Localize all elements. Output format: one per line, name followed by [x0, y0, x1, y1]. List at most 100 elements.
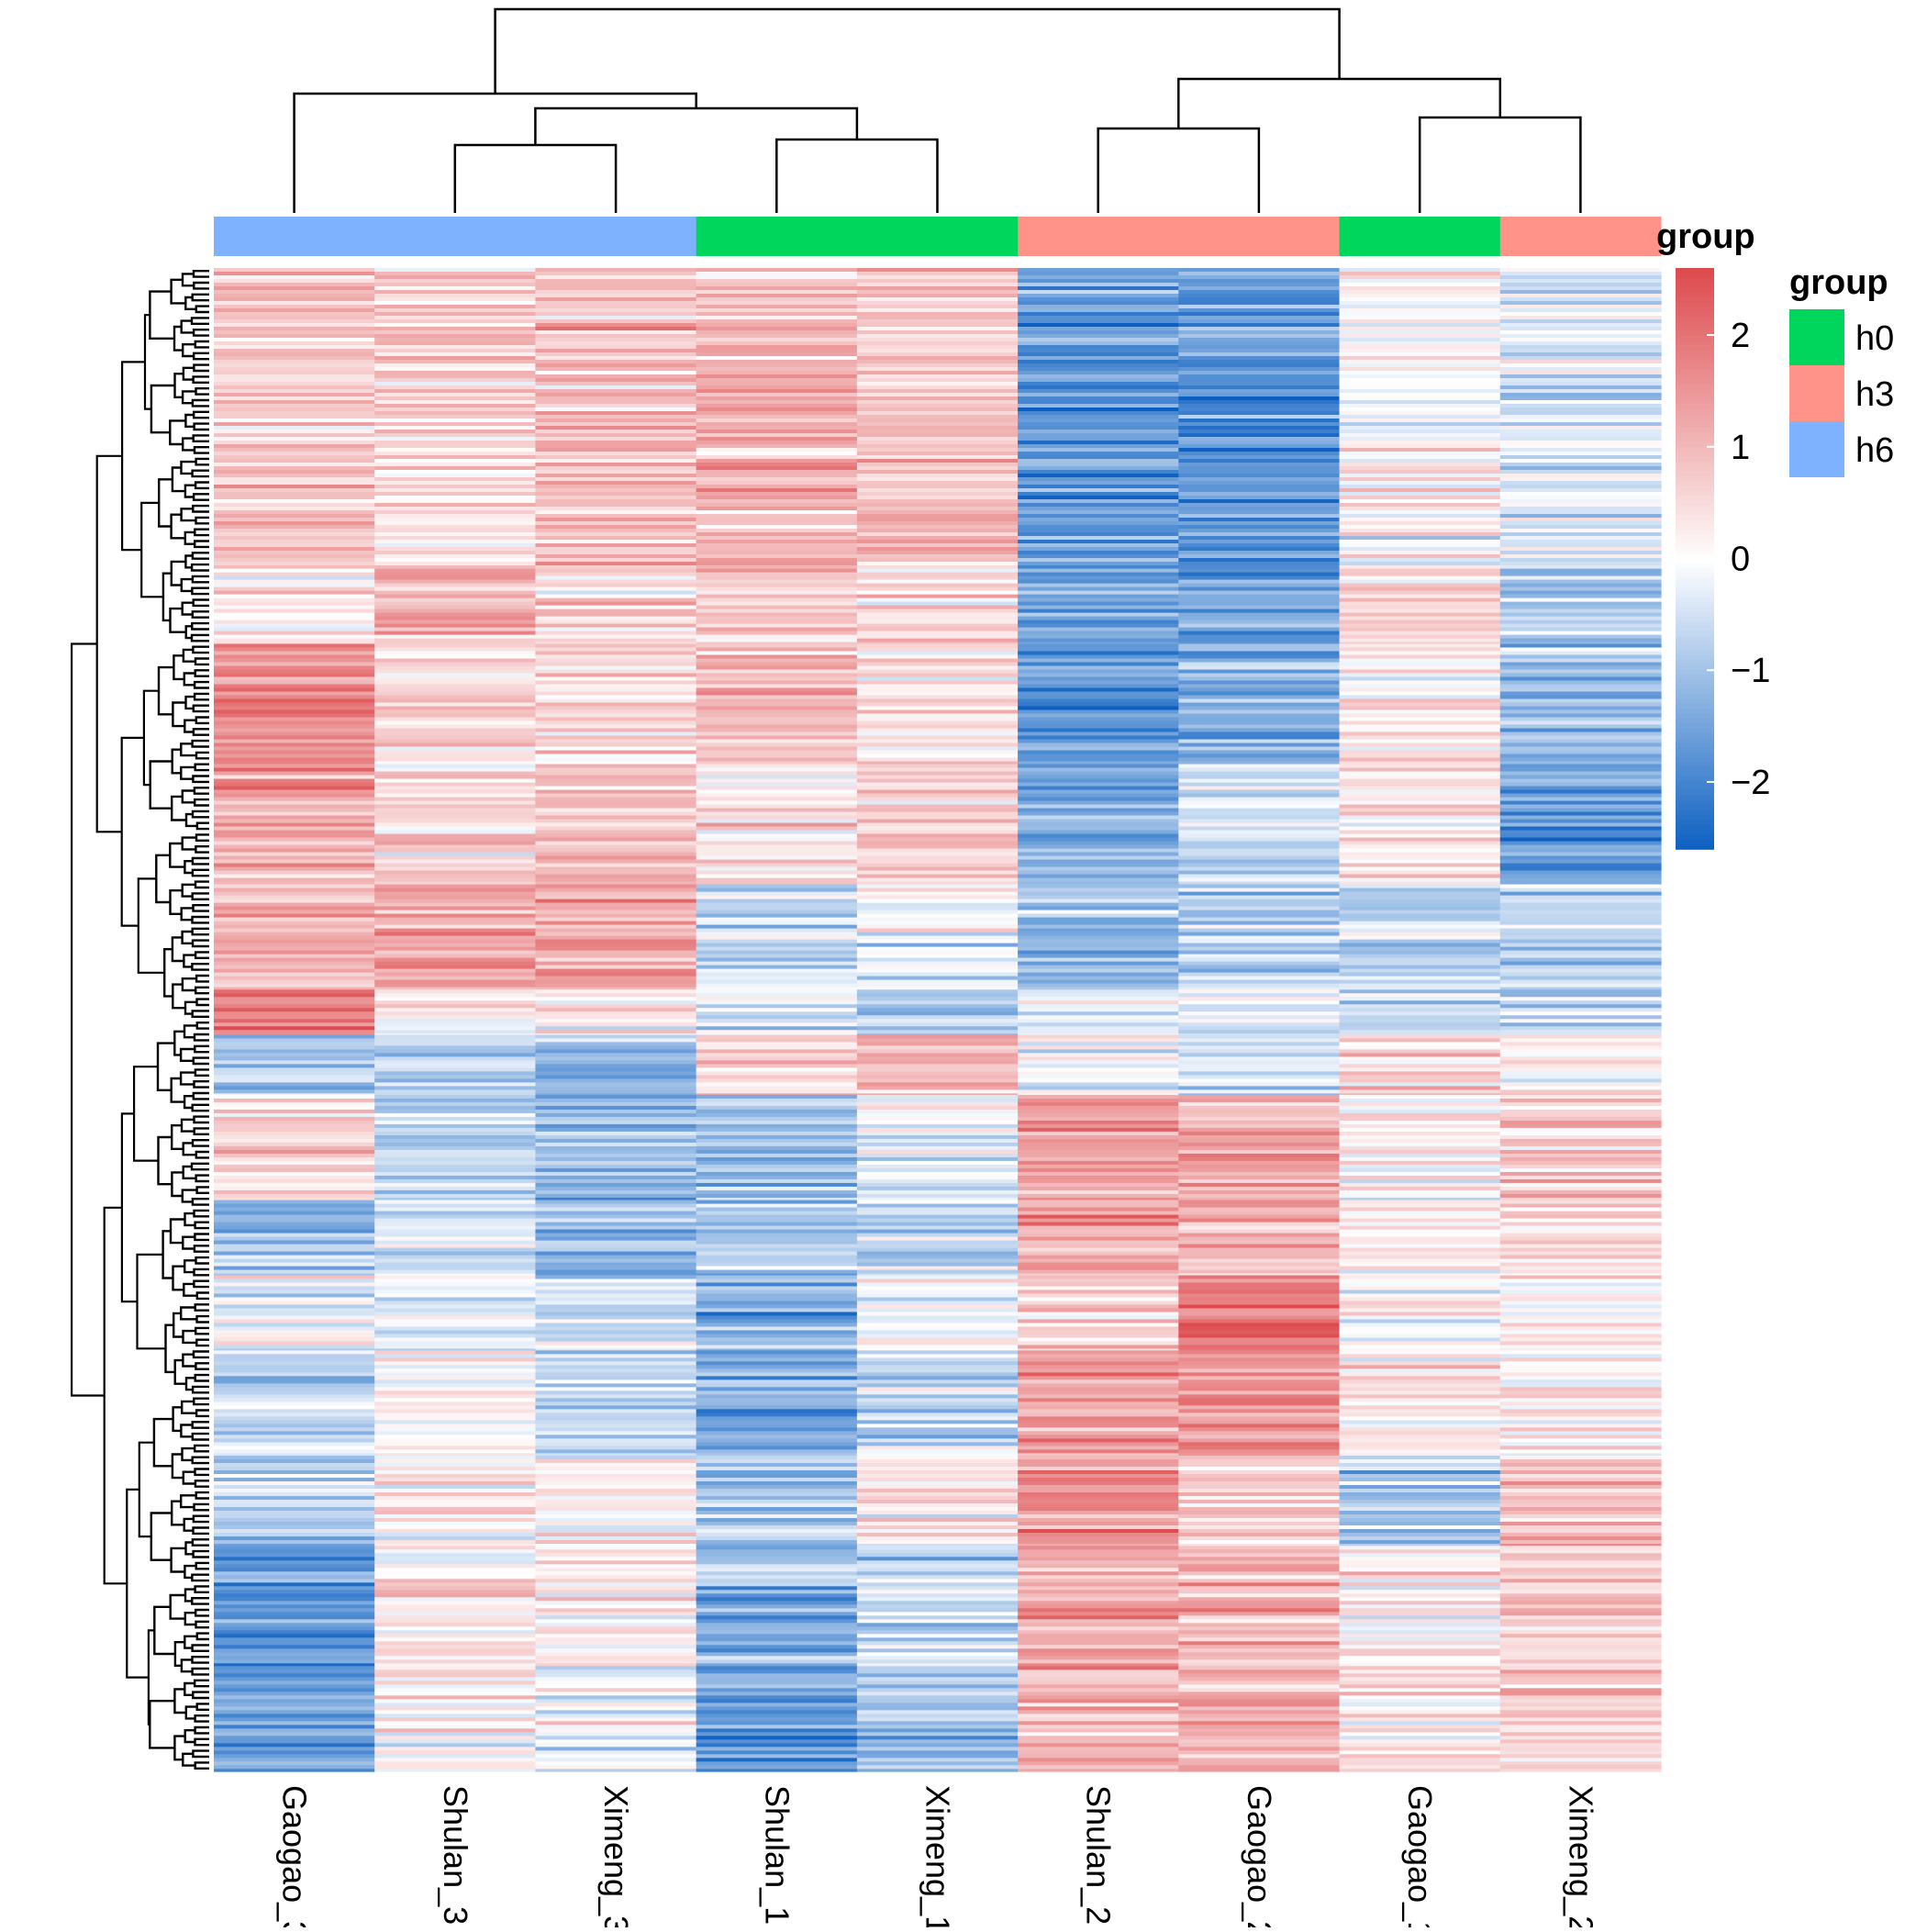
heatmap-cell — [1178, 448, 1341, 452]
heatmap-cell — [1339, 529, 1501, 533]
heatmap-cell — [696, 1112, 858, 1118]
heatmap-cell — [1018, 968, 1179, 974]
heatmap-cell — [1178, 1368, 1341, 1373]
heatmap-cell — [535, 1361, 697, 1366]
heatmap-cell — [535, 536, 697, 541]
heatmap-cell — [214, 1717, 375, 1722]
heatmap-cell — [696, 1030, 858, 1034]
heatmap-cell — [214, 1699, 375, 1703]
heatmap-cell — [214, 463, 375, 467]
heatmap-cell — [535, 393, 697, 397]
heatmap-cell — [374, 1193, 537, 1199]
heatmap-cell — [1339, 1105, 1501, 1111]
heatmap-cell — [696, 1456, 858, 1460]
heatmap-cell — [1499, 1438, 1662, 1443]
heatmap-column-block — [214, 1456, 375, 1547]
heatmap-cell — [1178, 638, 1341, 643]
heatmap-cell — [214, 1659, 375, 1664]
heatmap-cell — [535, 433, 697, 438]
heatmap-cell — [214, 1022, 375, 1027]
heatmap-cell — [1499, 1677, 1662, 1681]
heatmap-cell — [856, 1109, 1019, 1114]
heatmap-cell — [535, 1357, 697, 1362]
heatmap-column-block — [1339, 989, 1501, 1035]
heatmap-cell — [1018, 1456, 1179, 1460]
heatmap-cell — [696, 1645, 858, 1649]
heatmap-cell — [1178, 1211, 1341, 1216]
heatmap-cell — [1178, 374, 1341, 379]
heatmap-cell — [214, 1725, 375, 1729]
heatmap-cell — [1499, 789, 1662, 795]
heatmap-cell — [696, 1376, 858, 1380]
heatmap-cell — [1018, 1688, 1179, 1692]
heatmap-cell — [214, 684, 375, 689]
heatmap-column-block — [1018, 1094, 1179, 1201]
heatmap-cell — [214, 837, 375, 843]
color-scale-segment — [1676, 568, 1714, 575]
heatmap-cell — [535, 1564, 697, 1569]
heatmap-cell — [1499, 1626, 1662, 1631]
heatmap-cell — [374, 928, 537, 933]
heatmap-cell — [374, 1326, 537, 1332]
heatmap-cell — [535, 1601, 697, 1605]
heatmap-cell — [1499, 1345, 1662, 1350]
heatmap-cell — [214, 1123, 375, 1129]
heatmap-cell — [1499, 1376, 1662, 1380]
heatmap-column-block — [1178, 568, 1341, 645]
heatmap-cell — [214, 1507, 375, 1512]
heatmap-cell — [696, 800, 858, 806]
heatmap-cell — [696, 855, 858, 861]
heatmap-cell — [1339, 1365, 1501, 1369]
heatmap-cell — [214, 1033, 375, 1035]
heatmap-cell — [856, 419, 1019, 423]
heatmap-cell — [696, 1525, 858, 1530]
heatmap-cell — [1178, 1156, 1341, 1162]
heatmap-cell — [535, 1568, 697, 1572]
heatmap-cell — [856, 647, 1019, 653]
heatmap-cell — [214, 551, 375, 555]
heatmap-cell — [535, 1200, 697, 1205]
heatmap-cell — [374, 983, 537, 988]
heatmap-cell — [1499, 972, 1662, 977]
heatmap-cell — [696, 316, 858, 320]
heatmap-cell — [214, 455, 375, 460]
heatmap-cell — [1499, 341, 1662, 346]
heatmap-cell — [1178, 367, 1341, 372]
heatmap-cell — [374, 1053, 537, 1057]
color-scale-segment — [1676, 475, 1714, 482]
color-scale-segment — [1676, 641, 1714, 647]
heatmap-cell — [1499, 804, 1662, 810]
heatmap-cell — [214, 1409, 375, 1413]
heatmap-cell — [1339, 1761, 1501, 1766]
heatmap-cell — [214, 334, 375, 339]
heatmap-cell — [856, 1557, 1019, 1561]
heatmap-cell — [214, 669, 375, 675]
color-scale-segment — [1676, 447, 1714, 453]
heatmap-cell — [535, 352, 697, 357]
heatmap-cell — [1339, 1131, 1501, 1136]
heatmap-cell — [856, 301, 1019, 306]
heatmap-cell — [1339, 1149, 1501, 1155]
heatmap-cell — [214, 430, 375, 434]
heatmap-cell — [1339, 1319, 1501, 1324]
heatmap-cell — [1339, 1666, 1501, 1670]
heatmap-cell — [1018, 1500, 1179, 1504]
heatmap-cell — [856, 1427, 1019, 1432]
heatmap-cell — [535, 1123, 697, 1129]
heatmap-cell — [214, 826, 375, 832]
heatmap-cell — [374, 863, 537, 868]
heatmap-cell — [214, 782, 375, 787]
heatmap-cell — [535, 1754, 697, 1759]
heatmap-cell — [374, 385, 537, 390]
heatmap-cell — [535, 1330, 697, 1335]
heatmap-cell — [374, 1297, 537, 1302]
heatmap-cell — [1499, 899, 1662, 904]
heatmap-cell — [1018, 1758, 1179, 1762]
heatmap-column-block — [696, 1034, 858, 1096]
heatmap-cell — [1018, 1086, 1179, 1090]
heatmap-cell — [696, 673, 858, 678]
heatmap-cell — [374, 1590, 537, 1594]
heatmap-cell — [1499, 1758, 1662, 1762]
heatmap-cell — [696, 444, 858, 449]
heatmap-column-block — [1499, 884, 1662, 990]
